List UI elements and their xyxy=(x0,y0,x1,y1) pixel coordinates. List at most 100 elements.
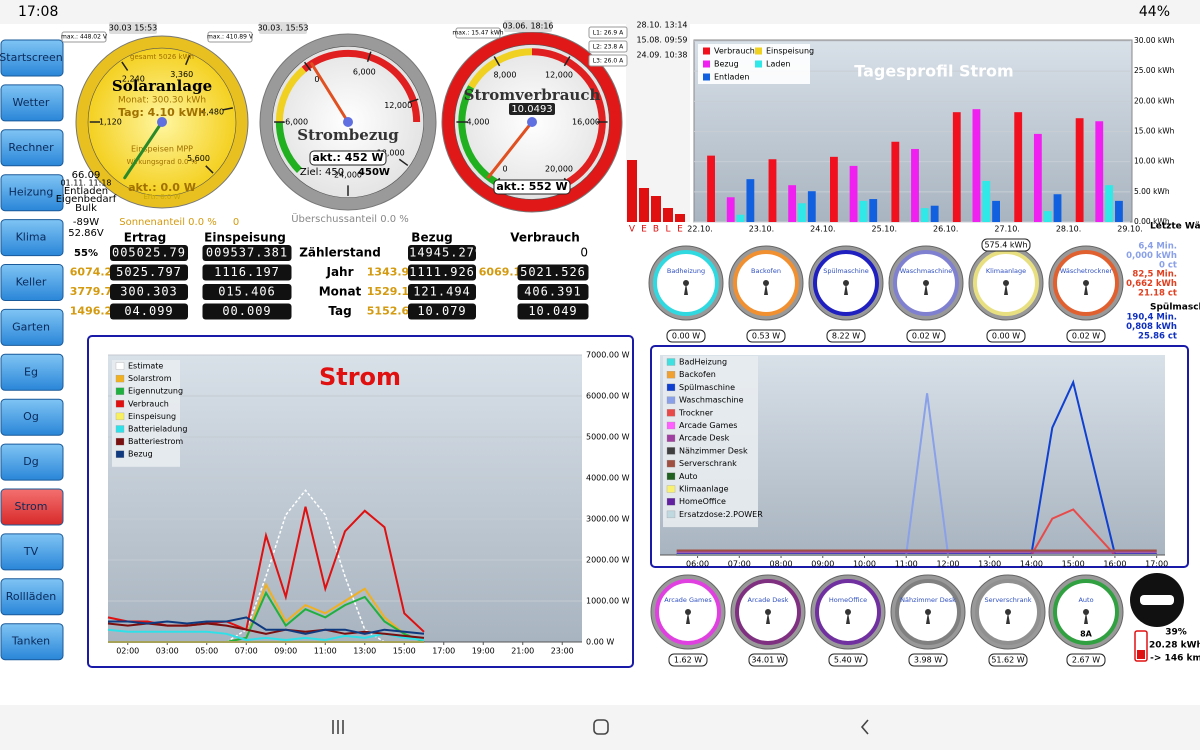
y-tick-label: 5000.00 W xyxy=(586,433,630,442)
x-tick-label: 15:00 xyxy=(393,647,416,656)
device-name: Spülmaschine xyxy=(823,267,869,275)
legend-swatch xyxy=(666,409,676,417)
y-tick-label: 3000.00 W xyxy=(586,515,630,524)
counter-box xyxy=(202,284,292,300)
phase-current: L1: 26.9 A xyxy=(593,30,624,37)
counter-value: 0 xyxy=(580,246,588,260)
device-gauge-needle xyxy=(844,283,848,295)
device-value: 0.00 W xyxy=(672,332,700,341)
device-gauge-hub xyxy=(765,609,771,615)
bar xyxy=(788,185,797,222)
device-value: 3.98 W xyxy=(914,656,942,665)
counter-value: 005025.79 xyxy=(112,246,186,260)
gauge-tick-label: 3,360 xyxy=(170,70,193,79)
gauge-text: gesamt 5026 kWh xyxy=(130,53,194,61)
bar xyxy=(992,200,1000,222)
nav-button-label: Rechner xyxy=(8,141,54,154)
phase-bar-label: E xyxy=(677,225,683,235)
device-value: 8.22 W xyxy=(832,332,860,341)
nav-button[interactable] xyxy=(0,129,64,167)
gauge-band xyxy=(458,85,499,186)
gauge-max: max.: 15.47 kWh xyxy=(452,30,503,37)
nav-button[interactable] xyxy=(0,308,64,346)
device-value-box xyxy=(666,329,706,343)
legend-swatch xyxy=(666,498,676,506)
device-value-box xyxy=(826,329,866,343)
device-value-box xyxy=(1066,329,1106,343)
nav-button[interactable] xyxy=(0,578,64,616)
counter-side: 6074.2 xyxy=(70,266,112,279)
device-name: Badheizung xyxy=(667,267,705,275)
home-button[interactable] xyxy=(593,719,609,735)
gauge-tick-label: 1,120 xyxy=(99,118,122,127)
bar xyxy=(869,199,878,222)
gauge-max-box xyxy=(207,31,253,43)
nav-button[interactable] xyxy=(0,219,64,257)
nav-button[interactable] xyxy=(0,443,64,481)
nav-button[interactable] xyxy=(0,488,64,526)
gauge-tick-label: -6,000 xyxy=(282,118,308,127)
device-gauge-needle xyxy=(1004,283,1008,295)
gauge-tick-label: 8,000 xyxy=(494,71,517,80)
counter-box xyxy=(408,284,476,300)
gauge-max: max.: 448.02 V xyxy=(61,34,108,41)
nav-button[interactable] xyxy=(0,264,64,301)
nav-button[interactable] xyxy=(0,353,64,391)
legend-swatch xyxy=(666,383,676,392)
y-tick-label: 20.00 kWh xyxy=(1134,96,1175,105)
device-extra: 8A xyxy=(1080,630,1093,639)
gauge-needle xyxy=(310,62,350,124)
nav-button-label: Eg xyxy=(24,365,38,378)
gauge-title: Solaranlage xyxy=(112,77,212,95)
counter-value: 10.049 xyxy=(528,304,577,318)
bar xyxy=(859,200,868,222)
device-gauge-needle xyxy=(924,283,928,295)
device-gauge-hub xyxy=(683,280,689,286)
gauge-value-box xyxy=(309,150,387,166)
counter-value: 1116.197 xyxy=(214,265,280,279)
nav-button[interactable] xyxy=(0,39,64,77)
nav-button[interactable] xyxy=(0,623,64,661)
legend-label: Solarstrom xyxy=(128,374,172,383)
x-tick-label: 26.10. xyxy=(933,225,958,234)
counter-box xyxy=(110,245,188,261)
device-value-box xyxy=(908,653,948,667)
nav-button[interactable] xyxy=(0,398,64,436)
x-tick-label: 24.10. xyxy=(810,225,835,234)
legend-swatch xyxy=(115,400,125,408)
side-value: 0,808 kWh xyxy=(1126,322,1177,332)
battery-text: Eigenbedarf xyxy=(56,194,117,205)
gauge-text: Tag: 4.10 kWh xyxy=(118,106,206,119)
bar xyxy=(1043,211,1052,222)
battery-text: 52.86V xyxy=(68,228,104,239)
gauge-tick-label: 20,000 xyxy=(545,164,573,173)
gauge-tick-label: 0 xyxy=(314,75,319,84)
legend-label: Backofen xyxy=(679,370,716,379)
side-value: 0 ct xyxy=(1159,261,1177,271)
phase-bar xyxy=(627,160,637,222)
nav-button[interactable] xyxy=(0,84,64,122)
gauge-tick xyxy=(222,107,233,111)
bar xyxy=(736,214,745,222)
back-button[interactable] xyxy=(860,719,869,735)
device-value: 1.62 W xyxy=(674,656,702,665)
gauge-text: Einspeisen MPP xyxy=(131,145,193,154)
nav-button-label: Startscreen xyxy=(0,51,63,64)
nav-button[interactable] xyxy=(0,174,64,212)
gauge-tick-label: 4,000 xyxy=(467,118,490,127)
legend-swatch xyxy=(666,459,676,468)
car-body xyxy=(1140,595,1174,605)
legend-swatch xyxy=(703,60,710,68)
status-battery: 44% xyxy=(1139,4,1170,20)
legend-swatch xyxy=(666,421,676,430)
recent-apps-button[interactable] xyxy=(332,720,344,734)
x-tick-label: 23.10. xyxy=(749,225,774,234)
y-tick-label: 10.00 kWh xyxy=(1134,157,1175,166)
nav-button[interactable] xyxy=(0,533,64,571)
nav-button-label: Wetter xyxy=(13,96,50,109)
x-tick-label: 11:00 xyxy=(314,647,337,656)
bar xyxy=(1033,133,1042,222)
device-value: 5.40 W xyxy=(834,656,862,665)
x-tick-label: 07:00 xyxy=(235,647,258,656)
gauge-max-date: 03.06. 18:16 xyxy=(502,22,553,31)
